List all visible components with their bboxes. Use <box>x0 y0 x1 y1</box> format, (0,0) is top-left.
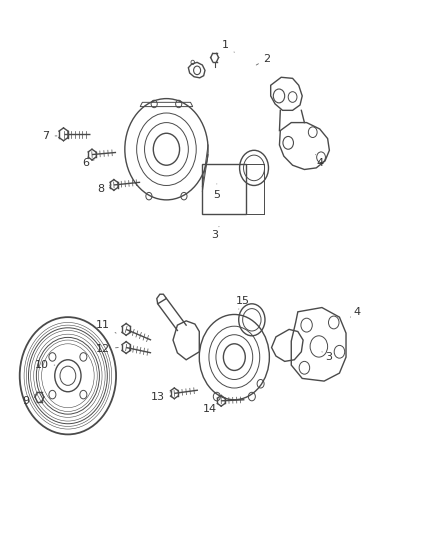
Text: 12: 12 <box>96 344 118 354</box>
Text: 6: 6 <box>82 158 94 167</box>
Text: 13: 13 <box>151 392 171 402</box>
Text: 11: 11 <box>96 320 116 333</box>
Text: 10: 10 <box>35 360 55 370</box>
Text: 7: 7 <box>42 131 57 141</box>
Text: 1: 1 <box>222 41 234 52</box>
Text: 14: 14 <box>203 401 217 414</box>
Text: 15: 15 <box>236 296 250 309</box>
Text: 3: 3 <box>211 227 219 239</box>
Text: 8: 8 <box>97 184 111 194</box>
Text: 5: 5 <box>213 184 220 199</box>
Text: 9: 9 <box>22 393 37 406</box>
Text: 4: 4 <box>350 307 360 317</box>
Text: 2: 2 <box>256 54 271 65</box>
Text: 4: 4 <box>315 155 323 167</box>
Text: 3: 3 <box>322 352 332 362</box>
